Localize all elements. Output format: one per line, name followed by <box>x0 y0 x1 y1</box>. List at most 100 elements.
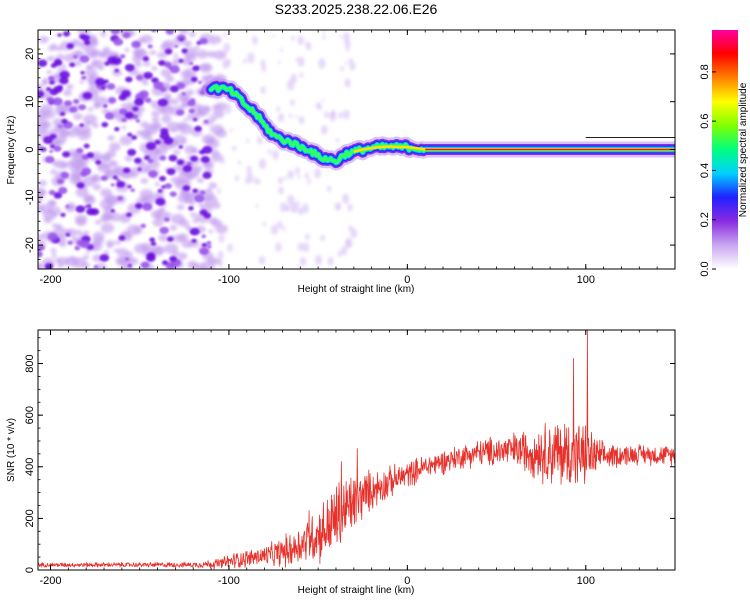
noise-blob <box>38 109 49 120</box>
noise-blob-strong <box>163 61 172 68</box>
noise-blob <box>77 129 92 141</box>
noise-blob <box>106 240 115 247</box>
noise-blob <box>50 248 57 253</box>
noise-blob-strong <box>127 148 137 156</box>
noise-blob <box>184 81 191 86</box>
noise-blob-faint <box>295 57 298 62</box>
noise-blob <box>151 117 160 123</box>
noise-blob <box>92 183 102 191</box>
noise-blob <box>161 39 176 50</box>
noise-blob <box>42 77 49 83</box>
noise-blob-strong <box>69 62 76 68</box>
colorbar-tick-label: 0.6 <box>699 114 711 129</box>
noise-blob-faint <box>288 113 293 119</box>
noise-blob-strong <box>67 240 74 245</box>
colorbar-gradient <box>712 30 738 269</box>
noise-blob-strong <box>179 38 184 42</box>
noise-blob-strong <box>123 167 131 174</box>
noise-blob-strong <box>154 139 161 145</box>
noise-blob <box>154 210 168 221</box>
colorbar-tick-label: 0.0 <box>699 261 711 276</box>
noise-blob <box>180 70 190 78</box>
noise-blob-strong <box>95 160 102 165</box>
noise-blob-strong <box>117 196 124 201</box>
noise-blob-strong <box>159 155 167 161</box>
noise-blob-faint <box>299 72 304 78</box>
noise-blob <box>43 217 52 224</box>
noise-blob-strong <box>79 240 90 249</box>
noise-blob-strong <box>59 70 70 79</box>
noise-blob-strong <box>121 117 128 123</box>
noise-blob-strong <box>165 30 175 35</box>
noise-blob <box>94 219 102 225</box>
noise-blob <box>114 240 122 245</box>
noise-blob <box>170 213 185 225</box>
noise-blob-strong <box>64 100 73 107</box>
noise-blob <box>188 31 196 38</box>
noise-blob-faint <box>345 61 348 65</box>
noise-blob-strong <box>137 167 142 171</box>
noise-blob-strong <box>46 96 54 103</box>
noise-blob-strong <box>101 122 109 128</box>
noise-blob-strong <box>181 92 186 96</box>
noise-blob <box>60 106 67 112</box>
noise-blob <box>196 49 209 59</box>
noise-blob-faint <box>297 56 305 67</box>
noise-blob-strong <box>48 80 56 85</box>
noise-blob-faint <box>212 200 217 207</box>
noise-blob-faint <box>320 124 328 135</box>
noise-blob <box>59 241 67 248</box>
noise-blob <box>120 103 127 108</box>
noise-blob-strong <box>76 182 85 189</box>
noise-blob <box>67 149 79 158</box>
noise-blob <box>214 128 227 138</box>
noise-blob-faint <box>223 32 227 38</box>
noise-blob <box>124 155 133 162</box>
noise-blob-strong <box>140 223 147 229</box>
noise-blob-strong <box>190 76 198 82</box>
noise-blob <box>149 50 157 56</box>
noise-blob-faint <box>339 35 342 39</box>
noise-blob-strong <box>163 136 174 145</box>
noise-blob-strong <box>119 108 128 115</box>
noise-blob <box>66 83 74 90</box>
noise-blob-strong <box>59 77 69 85</box>
noise-blob-strong <box>144 97 152 103</box>
noise-blob-faint <box>278 60 281 64</box>
noise-blob <box>178 123 193 135</box>
noise-blob <box>192 103 203 112</box>
noise-blob <box>194 263 206 269</box>
noise-blob <box>65 256 80 267</box>
noise-blob-strong <box>44 263 54 269</box>
x-tick-label: 0 <box>404 274 410 286</box>
noise-blob-strong <box>207 245 212 249</box>
noise-blob <box>208 182 218 189</box>
noise-blob-faint <box>298 207 304 216</box>
snr-y-label: SNR (10 * v/v) <box>6 418 17 482</box>
noise-blob-strong <box>49 88 59 96</box>
noise-blob-strong <box>113 38 124 46</box>
noise-blob <box>213 50 227 60</box>
noise-blob <box>103 163 111 169</box>
noise-blob <box>61 64 67 68</box>
noise-blob-strong <box>114 127 120 132</box>
noise-blob-faint <box>290 99 295 106</box>
noise-blob-strong <box>80 171 88 177</box>
noise-blob-strong <box>169 65 180 74</box>
noise-blob-strong <box>189 227 200 236</box>
noise-blob <box>71 173 82 181</box>
noise-blob-faint <box>340 65 344 72</box>
noise-blob-strong <box>153 81 164 90</box>
noise-blob-faint <box>295 115 298 119</box>
noise-blob-faint <box>260 59 266 68</box>
noise-blob-faint <box>299 256 307 267</box>
noise-blob-faint <box>344 78 351 88</box>
noise-blob-strong <box>134 42 140 46</box>
noise-blob-strong <box>110 209 116 213</box>
noise-blob <box>105 149 117 158</box>
spectrogram-y-label: Frequency (Hz) <box>6 116 17 185</box>
noise-blob <box>94 104 100 109</box>
noise-blob-strong <box>139 90 149 98</box>
noise-blob <box>152 246 164 255</box>
